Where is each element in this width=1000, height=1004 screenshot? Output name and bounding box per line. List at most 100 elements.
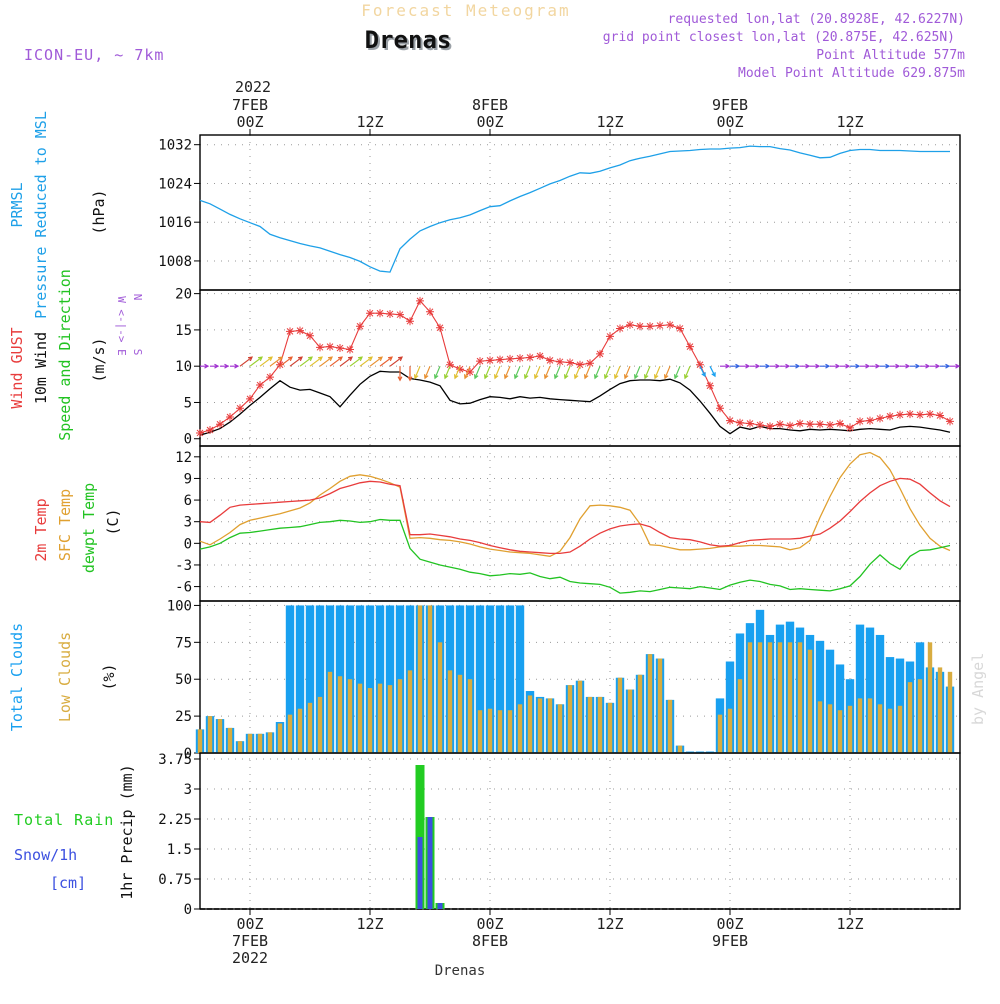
wind-direction-arrow	[573, 365, 581, 380]
wind-direction-arrow	[950, 363, 961, 369]
low-cloud-bar	[337, 676, 343, 753]
low-cloud-bar	[367, 688, 373, 753]
wind-direction-arrow	[633, 365, 641, 380]
wind-direction-arrow	[593, 365, 601, 380]
bottom-time-label: 12Z	[356, 915, 383, 933]
gust-marker	[276, 360, 284, 369]
low-cloud-bar	[267, 732, 273, 753]
wind-direction-arrow	[369, 356, 384, 367]
total-cloud-bar	[285, 605, 295, 753]
low-cloud-bar	[857, 698, 863, 753]
wind-direction-arrow	[379, 356, 394, 367]
wind-direction-arrow	[309, 356, 324, 367]
low-cloud-bar	[227, 727, 233, 753]
wind-direction-arrow	[860, 363, 871, 369]
y-tick-label: 0.75	[158, 872, 192, 888]
wind-direction-arrow	[830, 363, 841, 369]
wind-direction-arrow	[790, 363, 801, 369]
y-tick-label: -6	[175, 580, 192, 596]
low-cloud-bar	[817, 701, 823, 753]
low-cloud-bar	[297, 708, 303, 753]
low-cloud-bar	[527, 695, 533, 753]
compass-south: S	[131, 349, 144, 356]
top-label: Forecast Meteogram	[361, 1, 570, 20]
y-tick-label: 1.5	[167, 842, 192, 858]
bottom-time-label: 2022	[232, 949, 268, 967]
gust-marker	[346, 345, 354, 354]
station-title: Drenas	[365, 26, 452, 54]
low-cloud-bar	[787, 642, 793, 753]
total-cloud-bar	[385, 605, 395, 753]
snow-bar	[417, 837, 423, 909]
wind-direction-arrow	[443, 365, 451, 380]
wind-direction-arrow	[210, 363, 220, 369]
compass-north: N	[131, 294, 144, 301]
wind-direction-arrow	[930, 363, 941, 369]
wind-direction-arrow	[740, 363, 751, 369]
wind-direction-arrow	[503, 365, 511, 380]
wind-direction-arrow	[673, 365, 681, 380]
low-cloud-bar	[257, 733, 263, 753]
top-year: 2022	[235, 78, 271, 96]
y-tick-label: -3	[175, 558, 192, 574]
gust-marker	[866, 416, 874, 425]
gust-marker	[476, 357, 484, 366]
low-cloud-bar	[567, 685, 573, 753]
wind-direction-arrow	[900, 363, 911, 369]
gust-marker	[386, 309, 394, 318]
low-cloud-bar	[877, 704, 883, 753]
y-tick-label: 0	[184, 536, 192, 552]
wind-direction-arrow	[910, 363, 921, 369]
gust-marker	[856, 417, 864, 426]
total-cloud-bar	[515, 605, 525, 753]
low-cloud-bar	[467, 679, 473, 753]
y-tick-label: 20	[175, 287, 192, 303]
y-axis-titles: PRMSL Pressure Reduced to MSL (hPa) Wind GU…	[8, 111, 144, 900]
ylabel-2m-temp: 2m Temp	[32, 498, 50, 561]
gust-marker	[326, 342, 334, 351]
low-cloud-bar	[587, 696, 593, 753]
low-cloud-bar	[867, 698, 873, 753]
wind-direction-arrow	[623, 365, 631, 380]
wind-direction-arrow	[230, 363, 240, 369]
gust-marker	[536, 352, 544, 361]
gust-marker	[576, 360, 584, 369]
wind-direction-arrow	[563, 365, 571, 380]
y-tick-label: 0	[184, 902, 192, 918]
low-cloud-bar	[677, 745, 683, 753]
gust-marker	[826, 420, 834, 429]
total-cloud-bar	[825, 649, 835, 753]
wind-direction-arrow	[220, 363, 230, 369]
total-cloud-bar	[365, 605, 375, 753]
y-tick-label: 2.25	[158, 812, 192, 828]
gust-marker	[256, 381, 264, 390]
wind-direction-arrow	[603, 365, 611, 380]
low-cloud-bar	[577, 680, 583, 753]
wind-direction-arrow	[820, 363, 831, 369]
y-tick-label: 15	[175, 323, 192, 339]
wind-direction-arrow	[413, 365, 421, 380]
wind-direction-arrow	[319, 356, 334, 367]
wind-direction-arrow	[543, 365, 551, 380]
gust-marker	[566, 358, 574, 367]
bottom-time-label: 8FEB	[472, 932, 508, 950]
bottom-time-label: 00Z	[716, 915, 743, 933]
gust-marker	[556, 357, 564, 366]
low-cloud-bar	[417, 605, 423, 753]
gust-marker	[646, 322, 654, 331]
low-cloud-bar	[847, 705, 853, 753]
gust-marker	[296, 326, 304, 335]
low-cloud-bar	[207, 716, 213, 753]
total-cloud-bar	[885, 657, 895, 753]
gust-marker	[676, 324, 684, 333]
panels: 1008 1016 1024 1032 0 5 10 15 20 -6 -3 0 3 6 9 12 0 25 50 7…	[158, 135, 961, 918]
wind-direction-arrow	[423, 365, 431, 380]
snow-bar	[427, 817, 433, 909]
model-altitude: Model Point Altitude 629.875m	[738, 66, 965, 81]
low-cloud-bar	[507, 710, 513, 753]
low-cloud-bar	[487, 708, 493, 753]
low-cloud-bar	[217, 719, 223, 753]
gust-marker	[396, 310, 404, 319]
total-cloud-bar	[505, 605, 515, 753]
gust-marker	[586, 359, 594, 368]
